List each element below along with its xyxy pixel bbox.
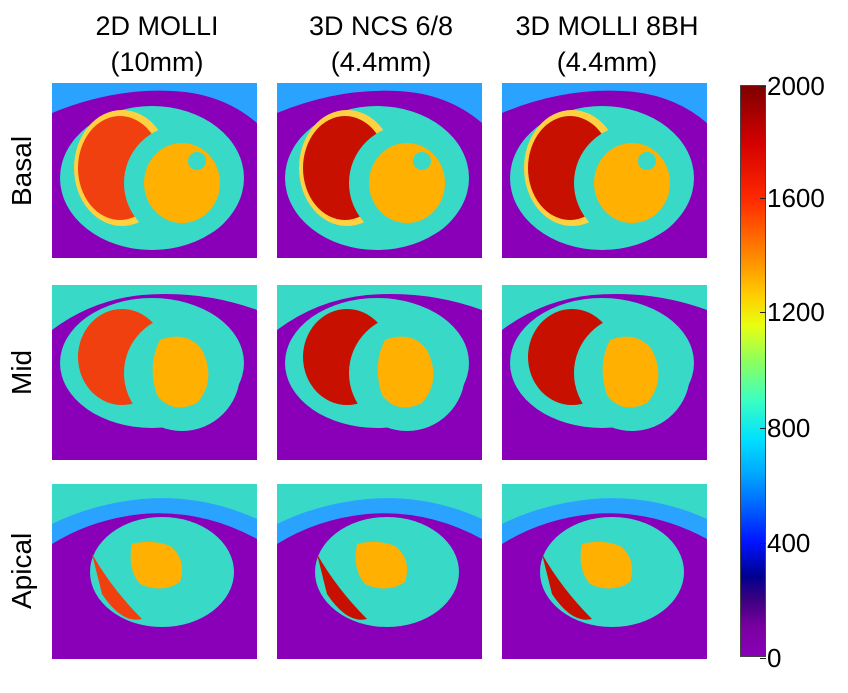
t1-map-basal-3d-molli-8bh bbox=[502, 83, 707, 258]
t1-map-apical-2d-molli bbox=[52, 484, 257, 659]
t1-map-mid-3d-ncs bbox=[277, 285, 482, 460]
row-label-mid: Mid bbox=[6, 349, 37, 395]
t1-map-mid-2d-molli bbox=[52, 285, 257, 460]
row-label-apical: Apical bbox=[6, 532, 37, 610]
colorbar-tick-label: 2000 bbox=[767, 71, 825, 101]
colorbar-tick-label: 1600 bbox=[767, 183, 825, 213]
colorbar-tick-mark bbox=[760, 543, 766, 544]
colorbar-tick-label: 1200 bbox=[767, 297, 825, 327]
t1-map-mid-3d-molli-8bh bbox=[502, 285, 707, 460]
colorbar bbox=[740, 85, 766, 657]
column-title-line2: (4.4mm) bbox=[330, 47, 432, 77]
colorbar-tick-label: 0 bbox=[767, 643, 782, 673]
column-title-line1: 2D MOLLI bbox=[95, 11, 219, 41]
column-title-line2: (4.4mm) bbox=[556, 47, 658, 77]
colorbar-tick-mark bbox=[760, 198, 766, 199]
t1-map-apical-3d-ncs bbox=[277, 484, 482, 659]
colorbar-tick-mark bbox=[760, 428, 766, 429]
colorbar-tick-label: 800 bbox=[767, 413, 811, 443]
column-title-3d-molli-8bh: 3D MOLLI 8BH (4.4mm) bbox=[492, 8, 722, 80]
t1-map-basal-2d-molli bbox=[52, 83, 257, 258]
column-title-line1: 3D NCS 6/8 bbox=[308, 11, 454, 41]
row-label-basal: Basal bbox=[6, 135, 37, 207]
colorbar-tick-mark bbox=[760, 86, 766, 87]
colorbar-tick-mark bbox=[760, 658, 766, 659]
column-title-3d-ncs: 3D NCS 6/8 (4.4mm) bbox=[266, 8, 496, 80]
t1-map-apical-3d-molli-8bh bbox=[502, 484, 707, 659]
t1-map-basal-3d-ncs bbox=[277, 83, 482, 258]
column-title-line2: (10mm) bbox=[110, 47, 204, 77]
column-title-line1: 3D MOLLI 8BH bbox=[515, 11, 699, 41]
column-title-2d-molli: 2D MOLLI (10mm) bbox=[42, 8, 272, 80]
colorbar-tick-mark bbox=[760, 312, 766, 313]
colorbar-tick-label: 400 bbox=[767, 528, 811, 558]
